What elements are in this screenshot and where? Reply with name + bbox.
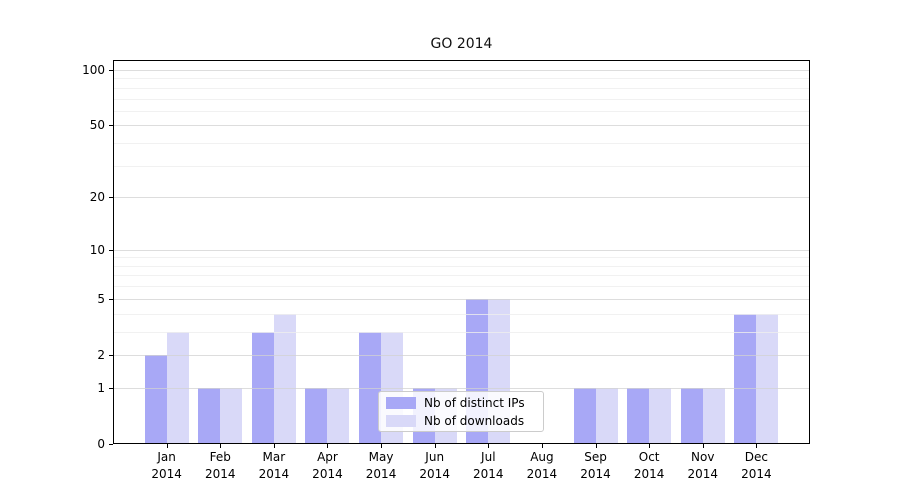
x-tick-apr	[327, 444, 328, 448]
x-tick-aug	[542, 444, 543, 448]
x-tick-jan	[167, 444, 168, 448]
x-tick-label-mar: Mar 2014	[258, 450, 290, 481]
y-tick-label-100: 100	[82, 63, 105, 77]
x-tick-label-feb: Feb 2014	[204, 450, 236, 481]
gridline-minor-40	[114, 143, 809, 144]
bar-nb-of-downloads-jan	[166, 331, 189, 444]
gridline-minor-90	[114, 78, 809, 79]
y-tick-50	[109, 125, 113, 126]
bar-nb-of-distinct-ips-mar	[251, 331, 274, 444]
x-tick-mar	[274, 444, 275, 448]
gridline-20	[114, 197, 809, 198]
bar-nb-of-downloads-oct	[649, 387, 672, 444]
x-tick-feb	[220, 444, 221, 448]
y-tick-label-10: 10	[89, 242, 105, 257]
legend: Nb of distinct IPs Nb of downloads	[378, 391, 544, 432]
x-tick-sep	[596, 444, 597, 448]
gridline-minor-3	[114, 332, 809, 333]
gridline-minor-30	[114, 166, 809, 167]
bar-nb-of-downloads-dec	[756, 313, 779, 444]
x-tick-label-oct: Oct 2014	[633, 450, 665, 481]
bar-nb-of-distinct-ips-oct	[627, 387, 650, 444]
bar-nb-of-downloads-sep	[595, 387, 618, 444]
x-tick-label-jan: Jan 2014	[151, 450, 182, 481]
x-tick-label-jul: Jul 2014	[473, 450, 504, 481]
gridline-5	[114, 299, 809, 300]
gridline-minor-80	[114, 88, 809, 89]
bar-nb-of-downloads-nov	[702, 387, 725, 444]
x-tick-label-may: May 2014	[365, 450, 397, 481]
x-tick-jul	[488, 444, 489, 448]
gridline-minor-60	[114, 111, 809, 112]
y-tick-label-20: 20	[89, 190, 105, 205]
y-tick-100	[109, 70, 113, 71]
bar-nb-of-distinct-ips-feb	[198, 387, 221, 444]
x-tick-may	[381, 444, 382, 448]
gridline-50	[114, 125, 809, 126]
x-tick-dec	[756, 444, 757, 448]
gridline-minor-8	[114, 266, 809, 267]
gridline-1	[114, 388, 809, 389]
y-tick-label-2: 2	[97, 347, 105, 362]
legend-item-distinct-ips: Nb of distinct IPs	[386, 395, 536, 410]
legend-swatch-distinct-ips	[386, 396, 416, 409]
y-tick-2	[109, 355, 113, 356]
x-tick-label-apr: Apr 2014	[312, 450, 343, 481]
bar-nb-of-downloads-feb	[220, 387, 243, 444]
bar-nb-of-downloads-mar	[273, 313, 296, 444]
bar-nb-of-distinct-ips-jan	[144, 354, 167, 444]
x-tick-oct	[649, 444, 650, 448]
x-tick-label-jun: Jun 2014	[419, 450, 450, 481]
bar-nb-of-distinct-ips-apr	[305, 387, 328, 444]
bar-nb-of-distinct-ips-sep	[573, 387, 596, 444]
y-tick-label-50: 50	[89, 118, 105, 133]
y-tick-5	[109, 299, 113, 300]
y-tick-1	[109, 388, 113, 389]
x-tick-label-sep: Sep 2014	[580, 450, 611, 481]
x-tick-label-aug: Aug 2014	[526, 450, 558, 481]
gridline-minor-4	[114, 314, 809, 315]
gridline-2	[114, 355, 809, 356]
gridline-minor-70	[114, 99, 809, 100]
y-tick-0	[109, 444, 113, 445]
gridline-minor-6	[114, 286, 809, 287]
x-tick-label-nov: Nov 2014	[687, 450, 719, 481]
legend-item-downloads: Nb of downloads	[386, 413, 536, 428]
plot-area	[113, 60, 810, 444]
x-tick-jun	[435, 444, 436, 448]
bar-nb-of-distinct-ips-nov	[680, 387, 703, 444]
y-tick-label-1: 1	[97, 380, 105, 395]
x-tick-label-dec: Dec 2014	[741, 450, 772, 481]
bar-nb-of-downloads-apr	[327, 387, 350, 444]
bar-nb-of-distinct-ips-dec	[734, 313, 757, 444]
gridline-100	[114, 70, 809, 71]
y-tick-label-0: 0	[97, 437, 105, 451]
y-tick-10	[109, 250, 113, 251]
gridline-minor-9	[114, 257, 809, 258]
legend-label-downloads: Nb of downloads	[424, 413, 525, 428]
chart-title: GO 2014	[430, 36, 493, 52]
gridline-minor-7	[114, 275, 809, 276]
x-tick-nov	[703, 444, 704, 448]
y-tick-label-5: 5	[97, 291, 105, 306]
bar-nb-of-distinct-ips-may	[359, 331, 382, 444]
legend-label-distinct-ips: Nb of distinct IPs	[424, 395, 525, 410]
legend-swatch-downloads	[386, 414, 416, 427]
y-tick-20	[109, 197, 113, 198]
gridline-10	[114, 250, 809, 251]
